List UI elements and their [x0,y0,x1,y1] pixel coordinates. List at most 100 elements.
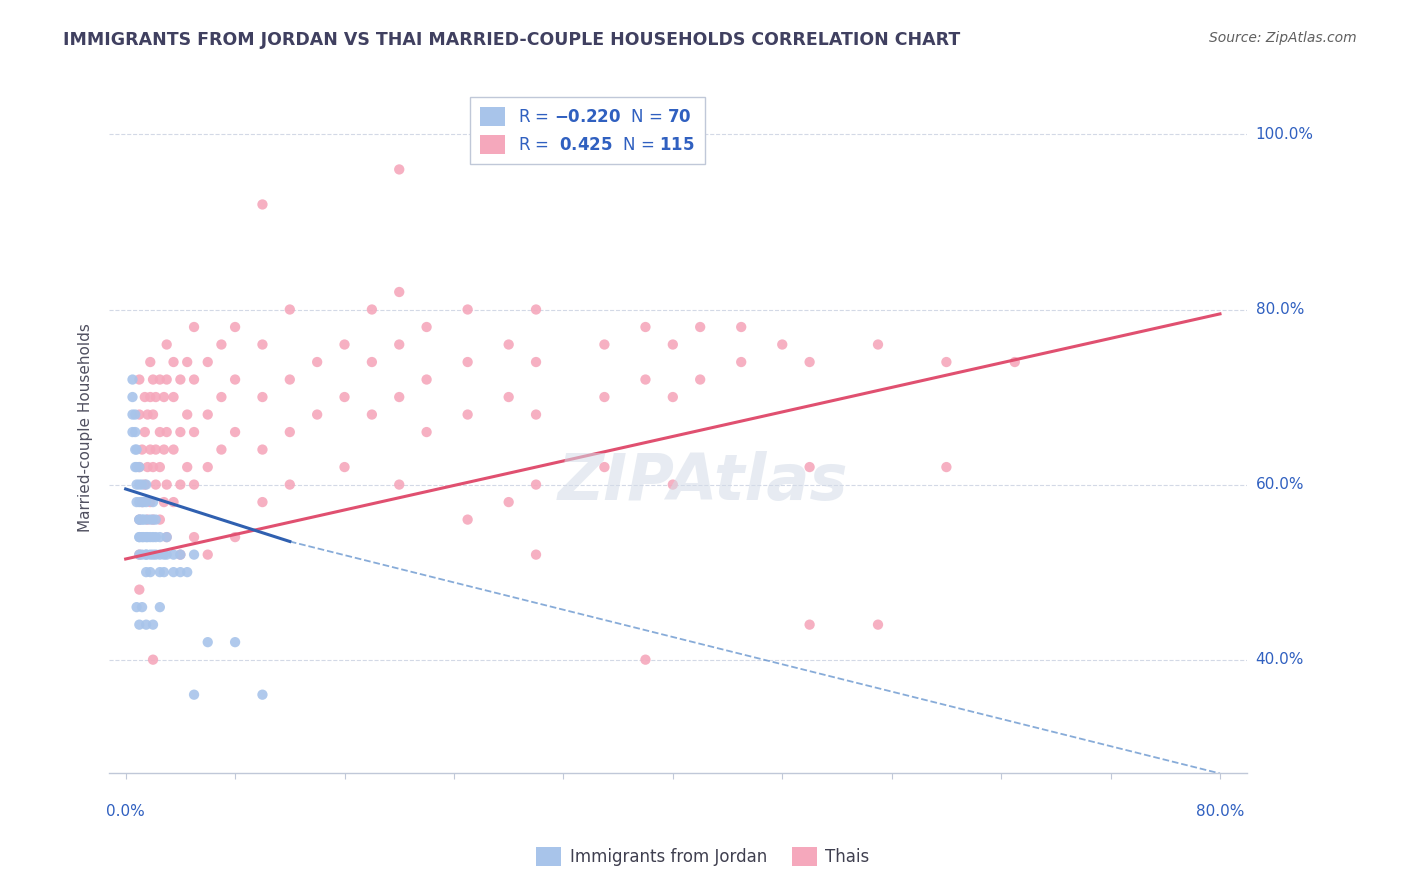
Point [128,617,150,632]
Point [197,635,219,649]
Point [121,408,143,422]
Point [162,355,184,369]
Point [139,495,162,509]
Point [121,390,143,404]
Legend: Immigrants from Jordan, Thais: Immigrants from Jordan, Thais [530,840,876,873]
Point [183,477,205,491]
Point [176,565,198,579]
Point [131,442,153,457]
Point [176,460,198,475]
Point [142,495,165,509]
Point [156,530,179,544]
Text: 80.0%: 80.0% [1256,302,1303,317]
Point [135,617,157,632]
Point [307,408,329,422]
Point [139,548,162,562]
Point [156,337,179,351]
Point [415,320,437,334]
Text: 0.0%: 0.0% [107,804,145,819]
Point [278,477,301,491]
Point [125,442,148,457]
Point [135,513,157,527]
Point [145,548,167,562]
Point [128,495,150,509]
Point [131,530,153,544]
Point [183,372,205,386]
Point [169,548,191,562]
Point [134,390,156,404]
Point [360,408,382,422]
Point [136,460,159,475]
Point [457,513,479,527]
Point [135,565,157,579]
Point [131,495,153,509]
Point [252,442,274,457]
Point [415,372,437,386]
Point [124,442,146,457]
Point [333,337,356,351]
Point [935,355,957,369]
Point [149,513,172,527]
Point [142,513,165,527]
Point [149,565,172,579]
Text: 80.0%: 80.0% [1195,804,1244,819]
Point [135,495,157,509]
Point [524,548,547,562]
Point [128,548,150,562]
Text: ZIPAtlas: ZIPAtlas [558,450,848,513]
Point [634,372,657,386]
Point [770,337,793,351]
Point [136,408,159,422]
Point [388,285,411,299]
Point [128,477,150,491]
Point [125,477,148,491]
Y-axis label: Married-couple Households: Married-couple Households [79,323,93,533]
Point [662,390,685,404]
Point [176,408,198,422]
Text: 60.0%: 60.0% [1256,477,1305,492]
Point [183,688,205,702]
Point [139,390,162,404]
Point [935,460,957,475]
Point [156,530,179,544]
Point [252,495,274,509]
Point [153,442,176,457]
Point [139,530,162,544]
Point [278,372,301,386]
Point [169,548,191,562]
Point [153,390,176,404]
Point [197,355,219,369]
Point [224,635,246,649]
Point [145,530,167,544]
Point [121,425,143,439]
Point [169,425,191,439]
Point [149,548,172,562]
Point [252,688,274,702]
Point [689,320,711,334]
Point [142,548,165,562]
Point [498,337,520,351]
Point [125,600,148,615]
Point [388,477,411,491]
Point [149,372,172,386]
Point [183,530,205,544]
Point [224,530,246,544]
Point [252,390,274,404]
Point [209,442,232,457]
Point [689,372,711,386]
Point [209,337,232,351]
Point [209,390,232,404]
Point [142,372,165,386]
Point [224,320,246,334]
Point [662,477,685,491]
Point [498,390,520,404]
Point [224,372,246,386]
Point [125,460,148,475]
Point [131,495,153,509]
Point [124,425,146,439]
Point [162,565,184,579]
Point [524,477,547,491]
Text: IMMIGRANTS FROM JORDAN VS THAI MARRIED-COUPLE HOUSEHOLDS CORRELATION CHART: IMMIGRANTS FROM JORDAN VS THAI MARRIED-C… [63,31,960,49]
Point [128,460,150,475]
Point [457,355,479,369]
